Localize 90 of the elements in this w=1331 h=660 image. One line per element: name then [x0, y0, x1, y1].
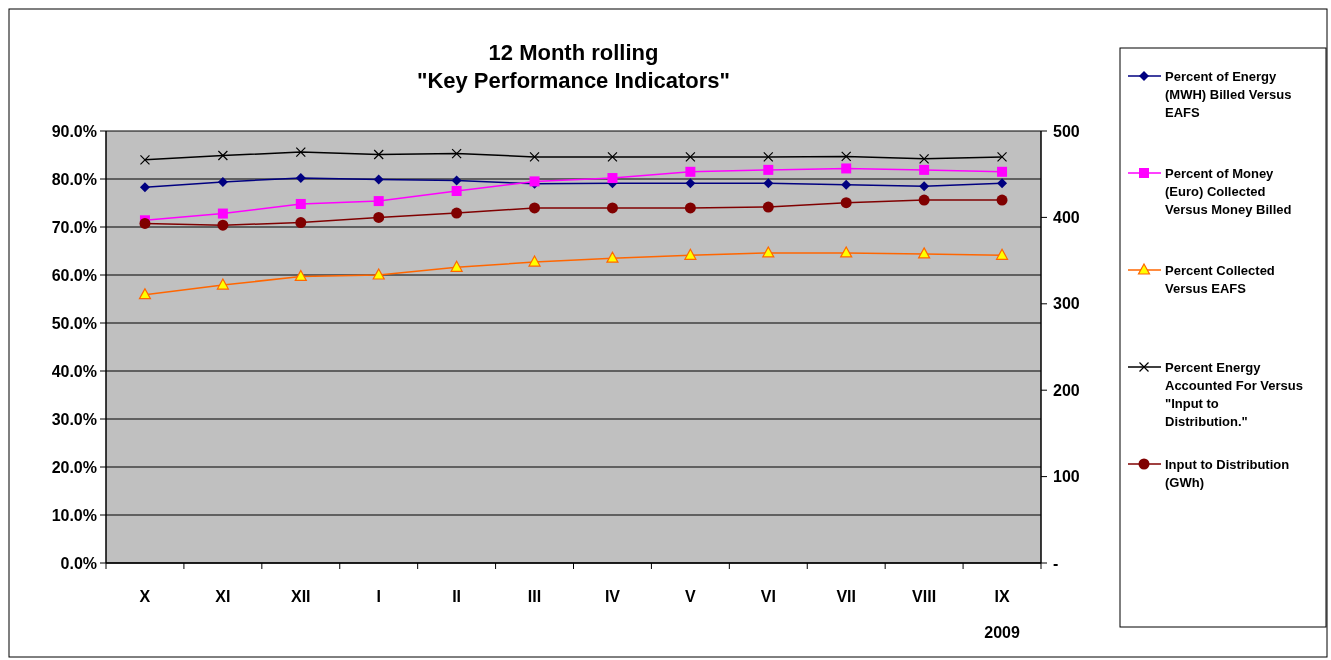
point	[919, 164, 930, 175]
x-tick-label: III	[527, 588, 542, 605]
point	[217, 150, 228, 161]
y-tick-label: 40.0%	[51, 362, 97, 380]
point	[217, 176, 228, 187]
y-tick-label: 30.0%	[51, 410, 97, 428]
y-tick-label: 10.0%	[51, 506, 97, 524]
point	[763, 164, 774, 175]
x-tick-label: V	[685, 588, 697, 605]
y2-tick-label: 400	[1053, 209, 1080, 226]
point	[841, 151, 852, 162]
point	[685, 178, 696, 189]
point	[606, 251, 619, 263]
point	[295, 147, 306, 158]
y2-tick-label: 200	[1053, 381, 1080, 399]
point	[217, 208, 228, 219]
y-tick-label: 90.0%	[51, 122, 97, 140]
point	[997, 178, 1008, 189]
point	[529, 202, 541, 214]
point	[607, 173, 618, 184]
point	[138, 288, 152, 300]
legend-label: Percent Collected Versus EAFS	[1165, 262, 1275, 296]
point	[450, 260, 463, 272]
point	[451, 207, 463, 219]
x-tick-label: XI	[215, 588, 231, 605]
y2-tick-label: 500	[1053, 122, 1080, 140]
point	[996, 151, 1008, 163]
legend-label: Percent of Energy (MWH) Billed Versus EAFS	[1165, 68, 1292, 120]
y-tick-label: 50.0%	[51, 314, 97, 332]
y-tick-label: 0.0%	[60, 554, 97, 572]
point	[840, 197, 852, 209]
point	[918, 247, 931, 259]
point	[294, 269, 307, 282]
point	[919, 153, 930, 164]
y-tick-label: 70.0%	[51, 218, 97, 236]
x-tick-label: IX	[994, 588, 1010, 605]
y2-tick-label: -	[1053, 554, 1059, 572]
x-axis-title: 2009	[984, 624, 1020, 641]
y-tick-label: 20.0%	[51, 458, 97, 476]
legend-label: Percent Energy Accounted For Versus "Input to Distribution."	[1165, 359, 1303, 429]
point	[684, 248, 697, 260]
y-tick-label: 60.0%	[51, 266, 97, 284]
point	[997, 166, 1008, 177]
point	[763, 178, 774, 189]
x-tick-label: VII	[836, 588, 856, 605]
point	[919, 181, 930, 192]
x-tick-label: I	[376, 588, 381, 605]
point	[217, 219, 229, 231]
legend-label: Percent of Money (Euro) Collected Versus Money Billed	[1165, 165, 1292, 217]
point	[685, 151, 696, 163]
point	[139, 154, 151, 165]
point	[841, 163, 852, 174]
x-tick-label: VI	[760, 588, 776, 605]
point	[762, 201, 774, 213]
point	[216, 278, 229, 290]
point	[373, 149, 384, 160]
x-tick-label: XII	[291, 588, 311, 605]
point	[841, 179, 852, 190]
y-tick-label: 80.0%	[51, 170, 97, 188]
point	[295, 217, 307, 229]
point	[295, 173, 306, 184]
point	[995, 248, 1009, 260]
x-tick-label: VIII	[912, 588, 937, 605]
x-tick-label: II	[452, 588, 462, 605]
point	[918, 194, 930, 206]
legend-label: Input to Distribution (GWh)	[1165, 456, 1290, 490]
point	[528, 255, 541, 267]
point	[996, 194, 1008, 206]
point	[606, 202, 618, 214]
point	[373, 196, 384, 207]
point	[372, 268, 385, 280]
point	[840, 246, 853, 258]
point	[373, 211, 385, 223]
point	[451, 148, 462, 159]
x-tick-label: IV	[604, 588, 621, 605]
point	[139, 182, 150, 193]
point	[373, 174, 384, 185]
point	[607, 151, 618, 163]
point	[529, 151, 540, 163]
chart-title: 12 Month rolling "Key Performance Indicators"	[416, 40, 731, 93]
y2-tick-label: 100	[1053, 468, 1080, 486]
y2-tick-label: 300	[1053, 295, 1080, 313]
point	[451, 175, 462, 186]
x-tick-label: X	[139, 588, 151, 605]
point	[451, 186, 462, 196]
point	[762, 246, 775, 258]
point	[684, 202, 696, 214]
point	[295, 198, 306, 209]
point	[763, 151, 774, 163]
point	[685, 166, 696, 177]
